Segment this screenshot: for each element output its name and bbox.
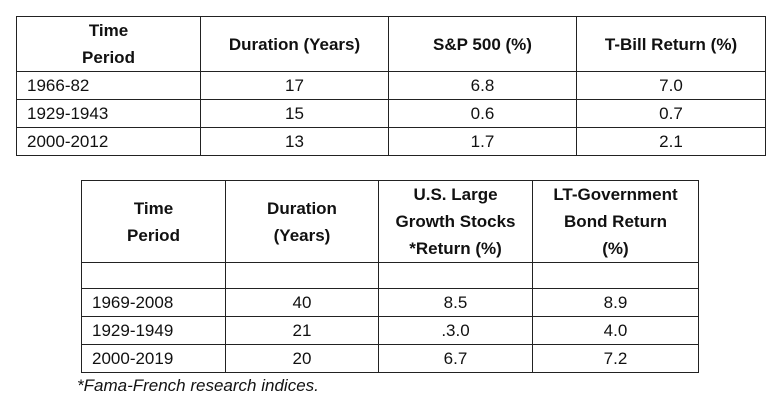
table2-cell-growth-stocks: 8.5 <box>378 288 533 317</box>
table2-cell-period: 2000-2019 <box>81 344 226 373</box>
table1-cell-tbill: 7.0 <box>576 71 766 100</box>
table2-header-duration-label: Duration (Years) <box>267 198 337 245</box>
table1-cell-duration: 15 <box>200 99 389 128</box>
table1-header-duration-label: Duration (Years) <box>228 34 361 54</box>
table2-header-growth-stocks-label: U.S. Large Growth Stocks *Return (%) <box>395 185 516 258</box>
returns-table-2: Time Period Duration (Years) U.S. Large … <box>81 180 699 373</box>
table1-header-duration: Duration (Years) <box>200 16 389 72</box>
table2-cell-duration: 40 <box>225 288 379 317</box>
table2-cell-bond-return: 8.9 <box>532 288 699 317</box>
table2-cell-duration: 20 <box>225 344 379 373</box>
table1-cell-period: 1966-82 <box>16 71 201 100</box>
returns-table-1: Time Period Duration (Years) S&P 500 (%)… <box>16 16 766 156</box>
table-row: 1929-1949 21 .3.0 4.0 <box>81 316 699 345</box>
table2-header-time-period: Time Period <box>81 180 226 263</box>
table1-cell-sp500: 0.6 <box>388 99 577 128</box>
table-row: 1929-1943 15 0.6 0.7 <box>16 99 766 128</box>
table2-cell-bond-return <box>532 262 699 289</box>
table1-cell-duration: 17 <box>200 71 389 100</box>
table1-header-tbill-label: T-Bill Return (%) <box>604 34 738 54</box>
table2-cell-growth-stocks: .3.0 <box>378 316 533 345</box>
table2-cell-period: 1929-1949 <box>81 316 226 345</box>
table2-header-bond-return-label: LT-Government Bond Return (%) <box>553 185 678 258</box>
table2-cell-bond-return: 7.2 <box>532 344 699 373</box>
table2-cell-duration <box>225 262 379 289</box>
table2-cell-period: 1969-2008 <box>81 288 226 317</box>
table1-cell-duration: 13 <box>200 127 389 156</box>
table2-cell-growth-stocks: 6.7 <box>378 344 533 373</box>
table-row <box>81 262 699 289</box>
table2-header-bond-return: LT-Government Bond Return (%) <box>532 180 699 263</box>
table2-cell-bond-return: 4.0 <box>532 316 699 345</box>
table1-cell-sp500: 6.8 <box>388 71 577 100</box>
table1-cell-tbill: 0.7 <box>576 99 766 128</box>
table-row: 1969-2008 40 8.5 8.9 <box>81 288 699 317</box>
table1-cell-period: 1929-1943 <box>16 99 201 128</box>
footnote: *Fama-French research indices. <box>77 376 319 395</box>
table1-cell-tbill: 2.1 <box>576 127 766 156</box>
table1-header-tbill: T-Bill Return (%) <box>576 16 766 72</box>
table1-header-time-period-label: Time Period <box>82 21 135 67</box>
table-row: 2000-2012 13 1.7 2.1 <box>16 127 766 156</box>
table1-header-sp500-label: S&P 500 (%) <box>433 34 532 54</box>
table-row: 1966-82 17 6.8 7.0 <box>16 71 766 100</box>
table1-cell-period: 2000-2012 <box>16 127 201 156</box>
table2-header-growth-stocks: U.S. Large Growth Stocks *Return (%) <box>378 180 533 263</box>
table2-cell-period <box>81 262 226 289</box>
table-row: 2000-2019 20 6.7 7.2 <box>81 344 699 373</box>
table2-cell-duration: 21 <box>225 316 379 345</box>
table2-header-duration: Duration (Years) <box>225 180 379 263</box>
table1-header-row: Time Period Duration (Years) S&P 500 (%)… <box>16 16 766 72</box>
table2-header-time-period-label: Time Period <box>127 198 180 245</box>
table1-header-time-period: Time Period <box>16 16 201 72</box>
table1-header-sp500: S&P 500 (%) <box>388 16 577 72</box>
table2-cell-growth-stocks <box>378 262 533 289</box>
table1-cell-sp500: 1.7 <box>388 127 577 156</box>
table2-header-row: Time Period Duration (Years) U.S. Large … <box>81 180 699 263</box>
